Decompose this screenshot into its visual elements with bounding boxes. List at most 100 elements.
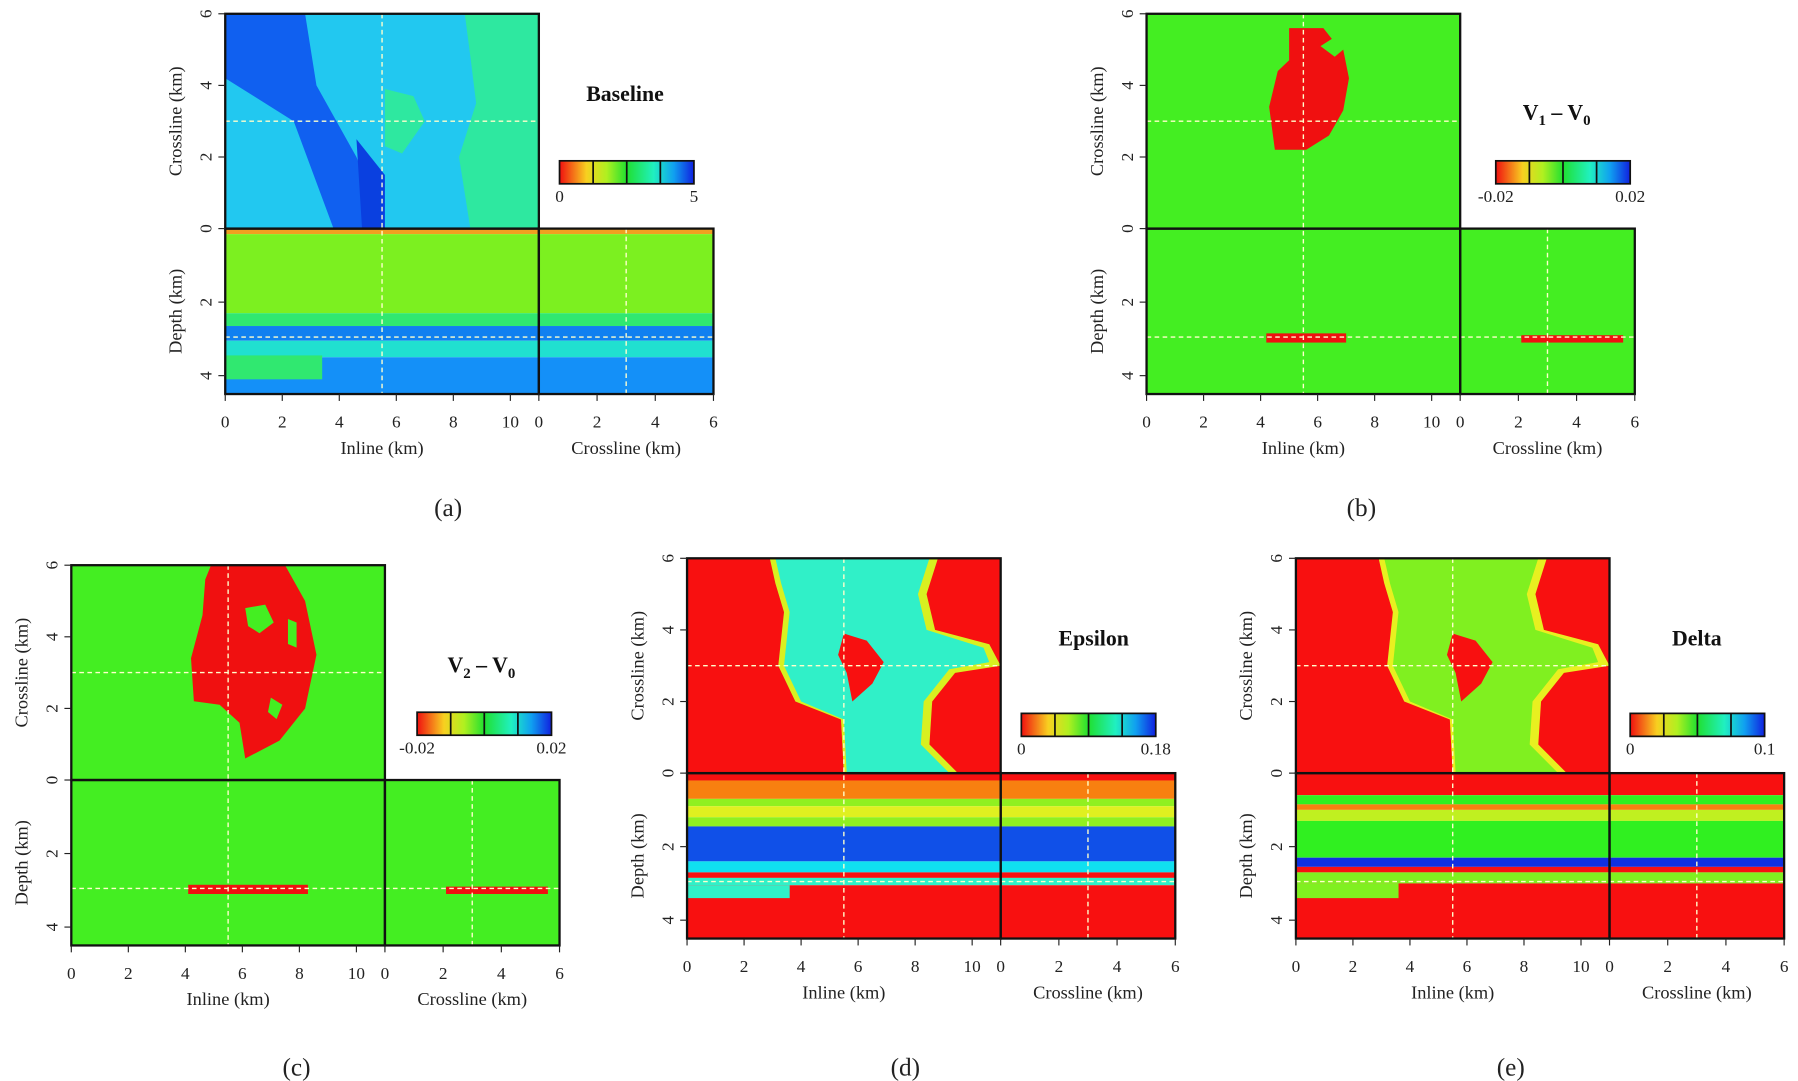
inline-tick-label: 6 [854,957,863,976]
inline-tick-label: 4 [1406,957,1415,976]
crossline-tick-label: 4 [1113,957,1122,976]
crossline-section-layer [538,340,714,358]
panel-caption: (a) [434,494,462,522]
depth-axis-label: Depth (km) [627,813,648,898]
inline-tick-label: 0 [67,964,76,983]
crossline-section-layer [1000,806,1176,818]
inline-tick-label: 2 [124,964,133,983]
map-y-tick-label: 0 [658,769,677,778]
inline-tick-label: 6 [392,412,401,431]
map-y-axis-label: Crossline (km) [1236,611,1257,721]
map-y-tick-label: 2 [658,697,677,706]
map-y-tick-label: 4 [1118,81,1137,90]
panel-caption: (b) [1347,494,1376,522]
map-y-tick-label: 4 [43,632,62,641]
crossline-tick-label: 4 [1722,957,1731,976]
colorbar-max-label: 0.02 [536,739,566,758]
colorbar-min-label: -0.02 [1478,187,1514,206]
inline-section-layer [1295,857,1610,867]
depth-axis-label: Depth (km) [166,269,187,354]
inline-section-anomaly [1295,883,1399,899]
inline-section-layer [225,340,539,358]
colorbar-max-label: 0.1 [1754,740,1776,759]
inline-section-anomaly [687,885,790,899]
crossline-tick-label: 2 [1055,957,1064,976]
inline-tick-label: 0 [683,957,692,976]
title-minus: – V [1546,100,1583,124]
inline-section-layer [1295,866,1610,873]
crossline-tick-label: 0 [1456,412,1465,431]
map-y-axis-label: Crossline (km) [627,611,648,721]
crossline-tick-label: 2 [1663,957,1672,976]
crossline-tick-label: 6 [1171,957,1180,976]
inline-section-anomaly [1266,333,1347,343]
depth-tick-label: 2 [196,298,215,307]
crossline-tick-label: 2 [1514,412,1523,431]
map-anomaly [225,13,385,229]
map-y-tick-label: 2 [196,153,215,162]
depth-tick-label: 4 [196,371,215,380]
crossline-tick-label: 4 [497,964,506,983]
colorbar-min-label: 0 [1017,740,1026,759]
depth-axis-label: Depth (km) [12,820,33,905]
depth-tick-label: 4 [1118,371,1137,380]
crossline-tick-label: 6 [1780,957,1789,976]
inline-tick-label: 6 [1463,957,1472,976]
inline-section-anomaly [188,884,308,894]
inline-tick-label: 10 [1572,957,1589,976]
crossline-tick-label: 6 [709,412,718,431]
map-y-tick-label: 0 [1118,224,1137,233]
crossline-section-layer [1000,861,1176,873]
map-anomaly [356,139,385,229]
inline-tick-label: 0 [1142,412,1151,431]
crossline-section-anomaly [1521,335,1624,343]
map-anomaly [191,565,317,759]
inline-tick-label: 10 [1423,412,1440,431]
inline-tick-label: 0 [221,412,230,431]
inline-tick-label: 8 [1370,412,1379,431]
map-anomaly [267,697,283,720]
title-subscript-2: 0 [1583,113,1590,129]
inline-tick-label: 0 [1292,957,1301,976]
colorbar-min-label: -0.02 [399,739,435,758]
colorbar-min-label: 0 [1626,740,1635,759]
inline-tick-label: 8 [295,964,304,983]
crossline-axis-label: Crossline (km) [1642,982,1752,1003]
title-subscript-2: 0 [508,666,515,682]
map-y-tick-label: 4 [1267,625,1286,634]
inline-tick-label: 2 [1199,412,1208,431]
crossline-tick-label: 0 [996,957,1005,976]
inline-axis-label: Inline (km) [1411,982,1494,1003]
title-main: V [447,653,463,677]
crossline-tick-label: 2 [593,412,602,431]
depth-axis-label: Depth (km) [1236,813,1257,898]
panel-title: Delta [1672,627,1722,651]
colorbar-max-label: 5 [690,187,699,206]
panel-d: 0 2 4 6 8 10 0 2 4 6 Inline (km) Crossline (km) 0 2 4 6… [627,554,1180,1081]
map-y-tick-label: 2 [1267,697,1286,706]
inline-tick-label: 8 [1520,957,1529,976]
map-y-tick-label: 0 [43,776,62,785]
crossline-section-layer [1000,798,1176,807]
map-y-tick-label: 0 [1267,769,1286,778]
depth-tick-label: 2 [43,849,62,858]
map-y-tick-label: 6 [1118,9,1137,18]
depth-tick-label: 2 [1118,298,1137,307]
inline-axis-label: Inline (km) [1262,438,1345,459]
inline-section-layer [1295,809,1610,821]
inline-tick-label: 6 [238,964,247,983]
map-anomaly [838,633,884,702]
panel-caption: (d) [891,1053,920,1081]
crossline-tick-label: 0 [1605,957,1614,976]
panel-e: 0 2 4 6 8 10 0 2 4 6 Inline (km) Crossline (km) 0 2 4 6… [1236,554,1789,1081]
panel-a: 0 2 4 6 8 10 0 2 4 6 Inline (km) Crossline (km) 0 2 4 6… [166,9,719,522]
inline-tick-label: 6 [1313,412,1322,431]
inline-tick-label: 8 [911,957,920,976]
crossline-section-frame [999,771,1177,940]
crossline-section-anomaly [446,886,548,894]
inline-tick-label: 4 [181,964,190,983]
panel-title: V1 – V0 [1523,100,1591,129]
map-anomaly [287,618,297,648]
crossline-axis-label: Crossline (km) [417,989,527,1010]
